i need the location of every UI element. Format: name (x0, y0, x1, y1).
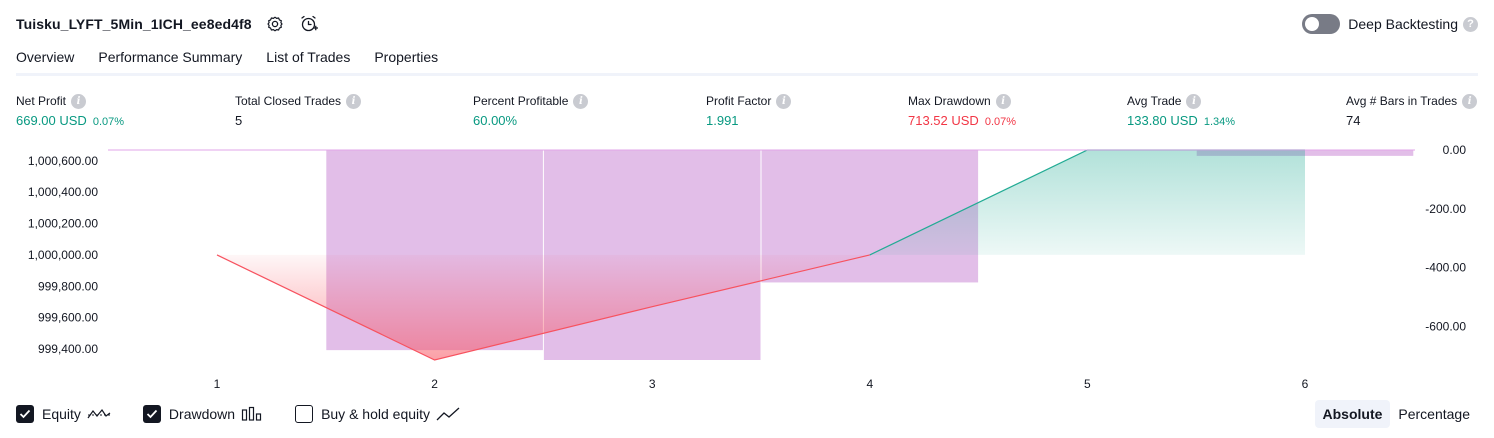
metric-profit-factor: Profit Factor i 1.991 (706, 93, 792, 128)
tab-performance-summary[interactable]: Performance Summary (98, 49, 243, 65)
view-toggle: Absolute Percentage (1314, 400, 1479, 428)
info-icon[interactable]: i (1186, 93, 1202, 109)
metric-total-closed-trades: Total Closed Trades i 5 (235, 93, 362, 128)
info-icon[interactable]: i (573, 93, 589, 109)
add-alert-icon[interactable] (298, 13, 320, 35)
question-icon[interactable]: ? (1463, 16, 1478, 32)
strategy-title: Tuisku_LYFT_5Min_1ICH_ee8ed4f8 (16, 16, 252, 32)
info-icon[interactable]: i (71, 93, 87, 109)
tab-overview[interactable]: Overview (16, 46, 75, 76)
left-axis-tick-label: 999,600.00 (38, 311, 98, 325)
metric-label: Avg # Bars in Trades (1346, 94, 1458, 108)
deep-backtesting-label: Deep Backtesting (1348, 16, 1458, 32)
equity-line-down (216, 254, 870, 361)
metric-value: 669.00 USD (16, 113, 87, 128)
right-axis-tick-label: -600.00 (1425, 320, 1466, 334)
left-axis-tick-label: 999,800.00 (38, 279, 98, 293)
metric-max-drawdown: Max Drawdown i 713.52 USD 0.07% (908, 93, 1016, 128)
tabs-divider (16, 73, 1478, 76)
metric-percent-profitable: Percent Profitable i 60.00% (473, 93, 589, 128)
right-axis-tick-label: -200.00 (1425, 202, 1466, 216)
metric-value: 133.80 USD (1127, 113, 1198, 128)
x-axis-tick-label: 2 (431, 377, 438, 391)
drawdown-bars-icon (241, 406, 263, 422)
tab-properties[interactable]: Properties (374, 49, 439, 65)
x-axis-tick-label: 6 (1302, 377, 1309, 391)
metric-percent: 0.07% (984, 116, 1017, 128)
metric-value: 1.991 (706, 113, 739, 128)
equity-line-icon (87, 406, 111, 422)
metric-value: 5 (235, 113, 243, 128)
legend-equity[interactable]: Equity (16, 405, 111, 423)
metric-label: Max Drawdown (908, 94, 991, 108)
checkbox-checked-icon[interactable] (142, 405, 161, 423)
x-axis-tick-label: 5 (1084, 377, 1091, 391)
right-axis-tick-label: 0.00 (1443, 143, 1467, 157)
left-axis-tick-label: 1,000,600.00 (28, 154, 98, 168)
legend-label: Equity (42, 406, 81, 422)
metric-value: 713.52 USD (908, 113, 979, 128)
legend-drawdown[interactable]: Drawdown (142, 405, 263, 423)
x-axis-tick-label: 1 (214, 377, 221, 391)
legend-label: Drawdown (168, 406, 236, 422)
info-icon[interactable]: i (346, 93, 362, 109)
left-axis-tick-label: 1,000,000.00 (28, 248, 98, 262)
metric-percent: 1.34% (1203, 116, 1236, 128)
deep-backtesting-toggle[interactable] (1302, 14, 1341, 34)
metric-avg-trade: Avg Trade i 133.80 USD 1.34% (1127, 93, 1235, 128)
equity-loss-area (217, 254, 870, 360)
tab-list-of-trades[interactable]: List of Trades (266, 49, 351, 65)
metric-avg-bars: Avg # Bars in Trades i 74 (1346, 93, 1478, 128)
percentage-button[interactable]: Percentage (1398, 406, 1470, 422)
left-axis-tick-label: 1,000,400.00 (28, 185, 98, 199)
metrics-row: Net Profit i 669.00 USD 0.07% Total Closed… (16, 93, 1478, 133)
equity-profit-area (869, 150, 1305, 255)
metric-percent: 0.07% (92, 116, 125, 128)
chart-legend: Equity Drawdown Buy & hold equity (16, 402, 492, 426)
absolute-button[interactable]: Absolute (1314, 400, 1391, 428)
left-axis-tick-label: 999,400.00 (38, 342, 98, 356)
checkbox-checked-icon[interactable] (16, 405, 34, 423)
left-axis-tick-label: 1,000,200.00 (28, 217, 98, 231)
metric-label: Avg Trade (1127, 94, 1182, 108)
metric-label: Total Closed Trades (235, 94, 342, 108)
legend-buy-hold-equity[interactable]: Buy & hold equity (295, 405, 460, 423)
metric-label: Profit Factor (706, 94, 772, 108)
info-icon[interactable]: i (1462, 93, 1478, 109)
strategy-header: Tuisku_LYFT_5Min_1ICH_ee8ed4f8 (16, 12, 320, 36)
metric-value: 74 (1346, 113, 1361, 128)
metric-net-profit: Net Profit i 669.00 USD 0.07% (16, 93, 124, 128)
deep-backtesting: Deep Backtesting ? (1302, 13, 1478, 35)
info-icon[interactable]: i (995, 93, 1011, 109)
equity-chart[interactable]: 1,000,600.00 1,000,400.00 1,000,200.00 1,00… (0, 140, 1494, 398)
settings-icon[interactable] (264, 13, 286, 35)
metric-label: Percent Profitable (473, 94, 569, 108)
metric-label: Net Profit (16, 94, 67, 108)
metric-value: 60.00% (473, 113, 518, 128)
checkbox-unchecked-icon[interactable] (295, 405, 314, 423)
buy-hold-line-icon (436, 406, 460, 422)
x-axis-tick-label: 3 (649, 377, 656, 391)
legend-label: Buy & hold equity (321, 406, 431, 422)
info-icon[interactable]: i (776, 93, 792, 109)
x-axis-tick-label: 4 (866, 377, 873, 391)
right-axis-tick-label: -400.00 (1425, 261, 1466, 275)
report-tabs: Overview Performance Summary List of Tra… (16, 46, 462, 76)
